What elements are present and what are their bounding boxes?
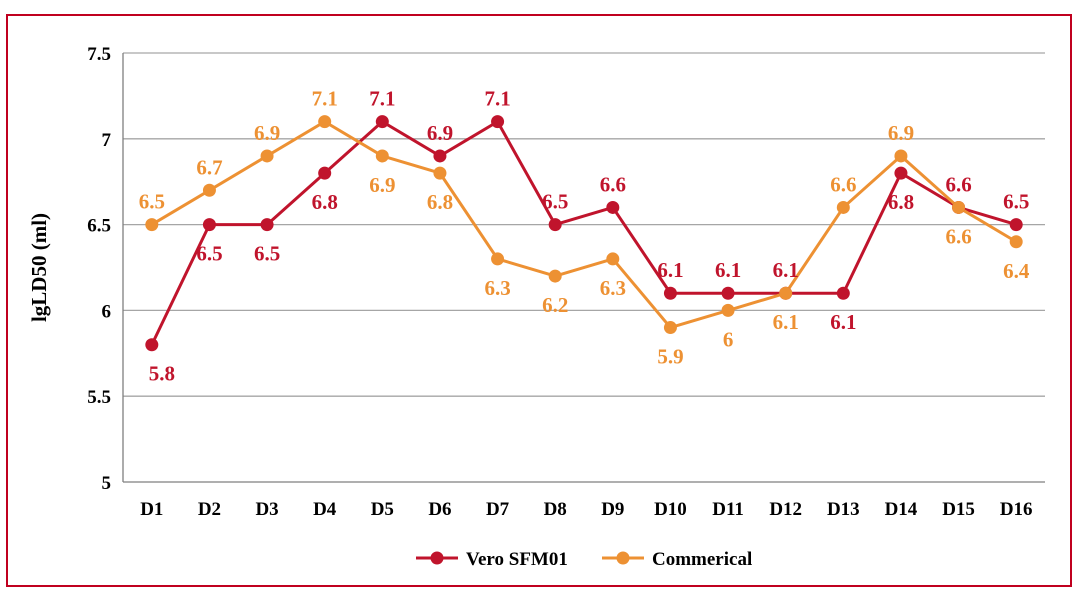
data-point-series-2 <box>606 252 620 266</box>
data-label-series-1: 6.1 <box>773 258 799 282</box>
data-point-series-1 <box>491 115 505 129</box>
data-label-series-2: 6.4 <box>1003 259 1030 283</box>
y-tick-label: 5 <box>102 473 112 494</box>
data-point-series-1 <box>145 338 159 352</box>
data-label-series-1: 6.6 <box>945 172 971 196</box>
data-point-series-2 <box>663 321 677 335</box>
data-point-series-2 <box>952 200 966 214</box>
data-label-series-1: 7.1 <box>484 87 510 111</box>
x-tick-label: D5 <box>371 499 394 520</box>
data-point-series-2 <box>318 115 332 129</box>
data-label-series-2: 6.3 <box>484 276 510 300</box>
data-point-series-2 <box>548 269 562 283</box>
data-label-series-2: 6.7 <box>196 155 222 179</box>
data-point-series-1 <box>260 218 274 232</box>
data-label-series-2: 6.6 <box>830 172 856 196</box>
x-tick-label: D6 <box>428 499 451 520</box>
x-tick-label: D14 <box>885 499 918 520</box>
data-point-series-2 <box>894 149 908 163</box>
x-tick-label: D9 <box>601 499 624 520</box>
data-point-series-1 <box>1009 218 1023 232</box>
data-label-series-1: 6.5 <box>1003 190 1029 214</box>
data-point-series-1 <box>375 115 389 129</box>
data-label-series-1: 6.1 <box>715 258 741 282</box>
data-point-series-2 <box>1009 235 1023 249</box>
data-label-series-1: 6.5 <box>196 242 222 266</box>
data-label-series-2: 5.9 <box>657 345 683 369</box>
x-tick-label: D12 <box>769 499 802 520</box>
data-point-series-1 <box>721 286 735 300</box>
data-point-series-2 <box>145 218 159 232</box>
data-label-series-2: 6.9 <box>369 173 395 197</box>
data-label-series-2: 6.3 <box>600 276 626 300</box>
data-label-series-1: 6.8 <box>888 190 914 214</box>
data-point-series-1 <box>202 218 216 232</box>
x-tick-label: D3 <box>255 499 278 520</box>
data-point-series-1 <box>318 166 332 180</box>
data-label-series-2: 7.1 <box>312 87 338 111</box>
data-label-series-1: 6.1 <box>830 310 856 334</box>
data-point-series-2 <box>779 286 793 300</box>
y-tick-label: 7.5 <box>87 44 111 65</box>
data-point-series-1 <box>836 286 850 300</box>
data-point-series-2 <box>491 252 505 266</box>
x-tick-label: D2 <box>198 499 221 520</box>
x-tick-label: D15 <box>942 499 975 520</box>
x-tick-label: D4 <box>313 499 337 520</box>
series-line-1 <box>150 120 1017 346</box>
data-point-series-1 <box>433 149 447 163</box>
data-label-series-2: 6.9 <box>888 121 914 145</box>
y-axis-title: lgLD50 (ml) <box>27 213 51 322</box>
legend-marker-1 <box>430 551 444 565</box>
data-label-series-1: 6.5 <box>254 242 280 266</box>
x-tick-label: D11 <box>712 499 744 520</box>
data-point-series-1 <box>894 166 908 180</box>
y-tick-label: 6 <box>102 301 112 322</box>
data-label-series-1: 6.9 <box>427 121 453 145</box>
y-tick-label: 7 <box>102 130 112 151</box>
x-tick-label: D10 <box>654 499 687 520</box>
chart-frame <box>6 14 1072 587</box>
data-point-series-1 <box>606 200 620 214</box>
legend-label-2: Commerical <box>652 549 752 570</box>
data-point-series-2 <box>433 166 447 180</box>
data-point-series-2 <box>260 149 274 163</box>
x-tick-label: D16 <box>1000 499 1033 520</box>
data-label-series-1: 6.5 <box>542 190 568 214</box>
x-tick-label: D1 <box>140 499 163 520</box>
x-tick-label: D7 <box>486 499 510 520</box>
data-label-series-2: 6.5 <box>139 190 165 214</box>
data-label-series-2: 6.8 <box>427 190 453 214</box>
data-label-series-1: 7.1 <box>369 87 395 111</box>
data-point-series-2 <box>375 149 389 163</box>
legend-label-1: Vero SFM01 <box>466 549 568 570</box>
data-point-series-2 <box>202 183 216 197</box>
x-tick-label: D13 <box>827 499 860 520</box>
data-point-series-1 <box>663 286 677 300</box>
data-point-series-1 <box>548 218 562 232</box>
data-label-series-2: 6.9 <box>254 121 280 145</box>
data-point-series-2 <box>836 200 850 214</box>
data-label-series-2: 6 <box>723 327 734 351</box>
legend-marker-2 <box>616 551 630 565</box>
data-label-series-2: 6.2 <box>542 293 568 317</box>
data-point-series-2 <box>721 303 735 317</box>
y-tick-label: 5.5 <box>87 387 111 408</box>
data-label-series-1: 5.8 <box>149 362 175 386</box>
data-label-series-1: 6.6 <box>600 172 626 196</box>
data-label-series-2: 6.1 <box>773 310 799 334</box>
data-label-series-2: 6.6 <box>945 224 971 248</box>
x-tick-label: D8 <box>544 499 567 520</box>
data-label-series-1: 6.8 <box>312 190 338 214</box>
y-tick-label: 6.5 <box>87 216 111 237</box>
series-line-2 <box>151 120 1017 330</box>
data-label-series-1: 6.1 <box>657 258 683 282</box>
